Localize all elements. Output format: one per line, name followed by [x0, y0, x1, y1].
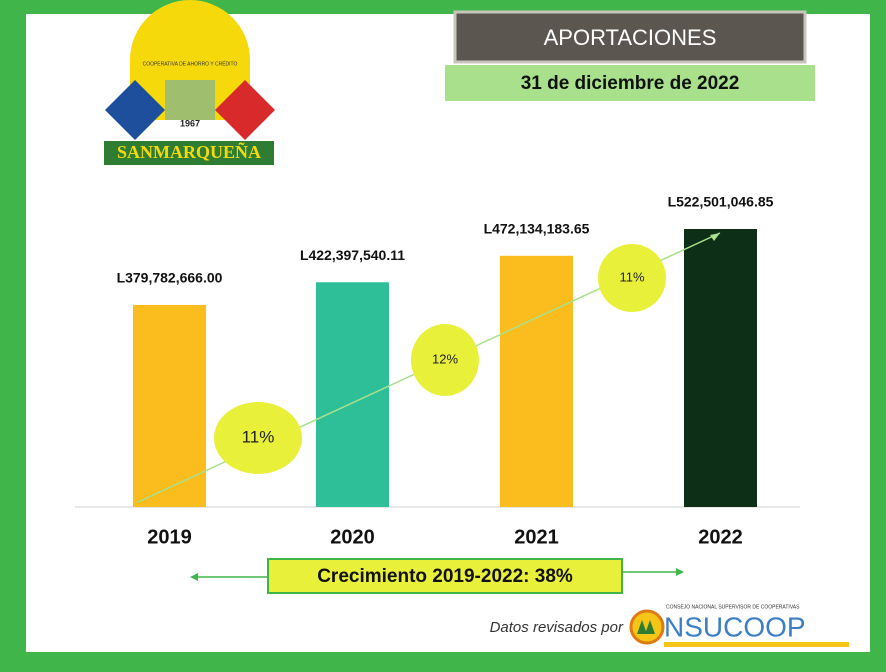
bar — [500, 255, 573, 507]
title: APORTACIONES — [544, 25, 717, 50]
consucoop-logo: CONSEJO NACIONAL SUPERVISOR DE COOPERATI… — [629, 604, 849, 647]
right-arrowhead — [676, 568, 684, 576]
growth-circle — [411, 324, 479, 396]
title-box — [453, 10, 807, 64]
category-label: 2020 — [330, 526, 375, 548]
category-label: 2021 — [514, 526, 559, 548]
bar — [316, 282, 389, 507]
growth-circle — [598, 244, 666, 312]
value-label: L379,782,666.00 — [117, 270, 223, 286]
value-label: L522,501,046.85 — [668, 194, 774, 210]
growth-box — [267, 558, 623, 594]
left-arrowhead — [190, 573, 198, 581]
date: 31 de diciembre de 2022 — [521, 73, 740, 94]
logo-name: SANMARQUEÑA — [117, 141, 261, 162]
org: NSUCOOP — [664, 611, 806, 642]
logo-year: 1967 — [180, 118, 200, 128]
category-label: 2019 — [147, 526, 192, 548]
growth-label: 11% — [242, 427, 275, 446]
value-label: L422,397,540.11 — [300, 247, 405, 263]
growth-total: Crecimiento 2019-2022: 38% — [317, 566, 573, 587]
growth-label: 11% — [619, 269, 644, 284]
value-label: L472,134,183.65 — [484, 221, 590, 237]
category-label: 2022 — [698, 526, 743, 548]
growth-label: 12% — [432, 351, 458, 366]
logo-motto: COOPERATIVA DE AHORRO Y CRÉDITO — [143, 60, 238, 67]
date-box — [445, 65, 815, 101]
annotations: 11% 12% 11% — [214, 244, 666, 474]
trend-arrow — [710, 233, 720, 241]
growth-circle — [214, 402, 302, 474]
source-text: Datos revisados por — [490, 619, 624, 636]
org-full: CONSEJO NACIONAL SUPERVISOR DE COOPERATI… — [666, 604, 800, 610]
bar — [133, 304, 206, 507]
bar — [684, 229, 757, 507]
logo: COOPERATIVA DE AHORRO Y CRÉDITO 1967 SAN… — [104, 0, 275, 165]
bars: L379,782,666.00 2019 L422,397,540.11 2020 L4… — [117, 194, 774, 549]
